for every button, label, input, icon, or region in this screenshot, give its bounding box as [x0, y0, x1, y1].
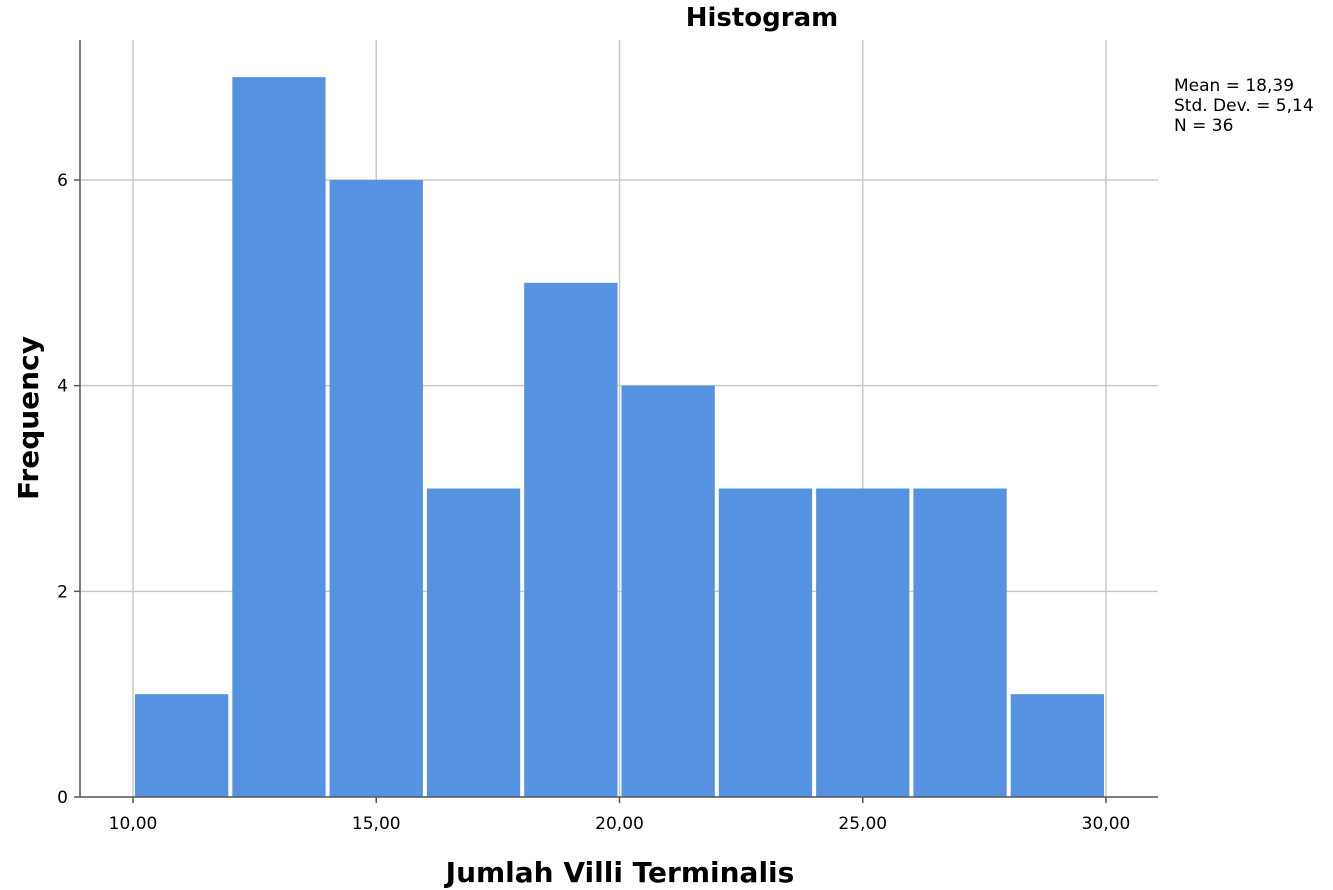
y-tick-label: 4: [57, 377, 68, 397]
bars-group: [135, 77, 1104, 797]
y-tick-label: 2: [57, 582, 68, 602]
statistics-box: Mean = 18,39 Std. Dev. = 5,14 N = 36: [1174, 76, 1314, 136]
x-tick-label: 15,00: [352, 814, 401, 834]
x-tick-label: 20,00: [595, 814, 644, 834]
y-tick-label: 6: [57, 171, 68, 191]
y-tick-label: 0: [57, 788, 68, 808]
x-tick-label: 10,00: [109, 814, 158, 834]
histogram-bar: [913, 488, 1007, 797]
stat-n: N = 36: [1174, 116, 1234, 136]
stat-mean: Mean = 18,39: [1174, 76, 1295, 96]
histogram-bar: [718, 488, 813, 797]
histogram-bar: [426, 488, 521, 797]
histogram-bar: [524, 282, 618, 797]
y-tick-labels: 0 2 4 6: [57, 171, 80, 808]
x-axis-label: Jumlah Villi Terminalis: [444, 856, 795, 889]
histogram-bar: [816, 488, 910, 797]
x-tick-labels: 10,00 15,00 20,00 25,00 30,00: [109, 797, 1131, 834]
histogram-bar: [329, 180, 423, 797]
histogram-bar: [232, 77, 326, 797]
y-axis-label: Frequency: [12, 336, 45, 500]
x-tick-label: 30,00: [1082, 814, 1131, 834]
histogram-bar: [621, 385, 715, 797]
stat-std-dev: Std. Dev. = 5,14: [1174, 96, 1314, 116]
x-tick-label: 25,00: [838, 814, 887, 834]
chart-title: Histogram: [686, 3, 839, 33]
histogram-bar: [135, 694, 229, 797]
histogram-bar: [1010, 694, 1104, 797]
